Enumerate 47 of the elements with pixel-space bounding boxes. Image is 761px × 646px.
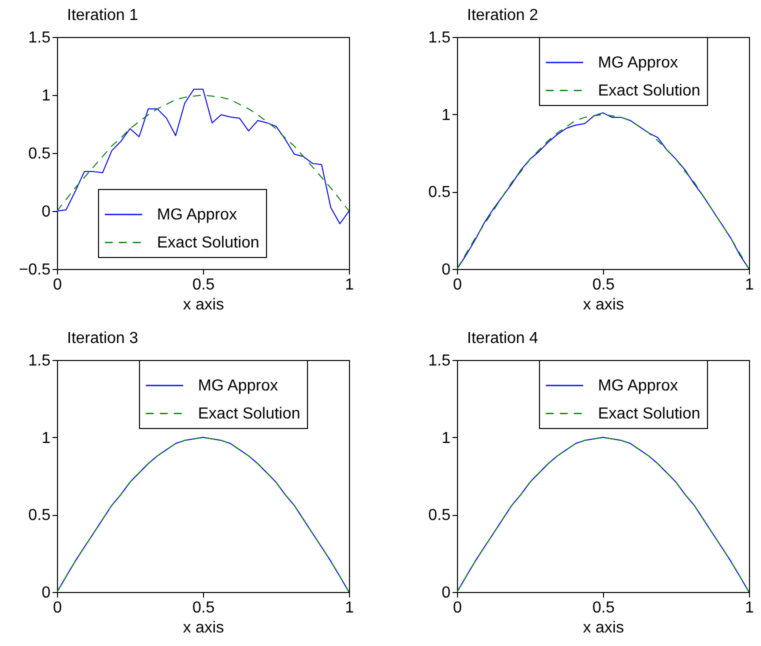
- legend-label: Exact Solution: [598, 82, 700, 100]
- y-tick-label: 0: [442, 584, 451, 602]
- chart-title: Iteration 4: [467, 330, 538, 347]
- y-tick-label: 0: [42, 204, 51, 220]
- y-tick-label: −0.5: [18, 262, 51, 278]
- legend-label: MG Approx: [598, 378, 678, 394]
- y-tick-label: 1.5: [428, 30, 451, 46]
- x-tick-label: 0.5: [192, 276, 215, 294]
- y-tick-label: 1: [42, 430, 51, 447]
- y-tick-label: 1.5: [28, 352, 51, 370]
- x-axis-title: x axis: [583, 620, 624, 636]
- legend-label: MG Approx: [157, 206, 238, 224]
- x-tick-label: 0.5: [592, 600, 615, 616]
- legend-label: MG Approx: [198, 378, 278, 394]
- y-tick-label: 0.5: [428, 507, 451, 524]
- x-axis-title: x axis: [583, 296, 624, 314]
- legend-label: Exact Solution: [198, 406, 300, 422]
- y-tick-label: 0: [442, 262, 451, 278]
- line-series: [57, 436, 349, 592]
- x-tick-label: 0: [53, 600, 62, 616]
- y-tick-label: 1: [42, 88, 51, 104]
- x-tick-label: 1: [745, 276, 754, 294]
- y-tick-label: 1: [442, 106, 451, 124]
- y-tick-label: 1.5: [428, 352, 451, 370]
- legend-label: Exact Solution: [157, 234, 260, 252]
- chart-title: Iteration 3: [67, 330, 138, 347]
- x-tick-label: 0.5: [592, 276, 615, 294]
- chart-title: Iteration 2: [467, 7, 538, 24]
- x-tick-label: 0: [453, 276, 462, 294]
- legend-label: MG Approx: [598, 54, 678, 72]
- x-tick-label: 1: [345, 276, 354, 294]
- legend-label: Exact Solution: [598, 406, 700, 422]
- line-series: [457, 436, 749, 592]
- y-tick-label: 1: [442, 430, 451, 447]
- x-tick-label: 1: [745, 600, 754, 616]
- x-tick-label: 0: [453, 600, 462, 616]
- chart-title: Iteration 1: [67, 7, 138, 24]
- y-tick-label: 0.5: [28, 146, 51, 162]
- y-tick-label: 0.5: [28, 507, 51, 524]
- x-tick-label: 0: [53, 276, 62, 294]
- x-axis-title: x axis: [183, 296, 224, 314]
- y-tick-label: 0.5: [428, 184, 451, 202]
- x-tick-label: 0.5: [192, 600, 215, 616]
- x-tick-label: 1: [345, 600, 354, 616]
- y-tick-label: 0: [42, 584, 51, 602]
- y-tick-label: 1.5: [28, 30, 51, 46]
- x-axis-title: x axis: [183, 620, 224, 636]
